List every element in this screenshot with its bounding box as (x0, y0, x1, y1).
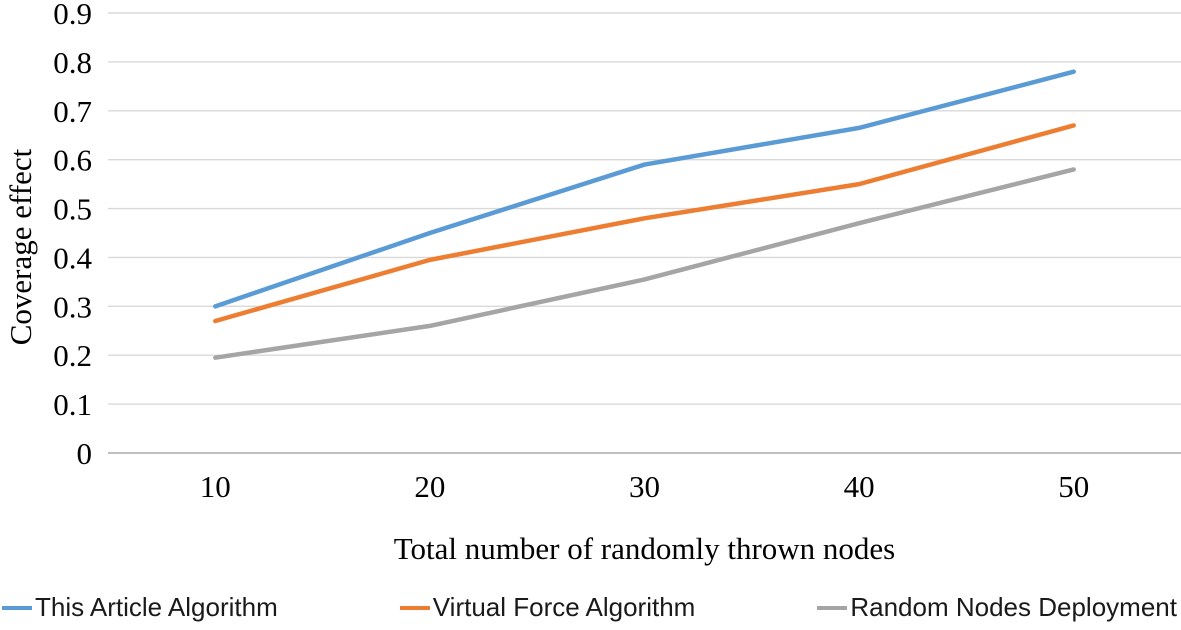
y-tick-label: 0.1 (53, 387, 92, 422)
y-tick-label: 0.9 (53, 0, 92, 31)
x-axis-title: Total number of randomly thrown nodes (393, 531, 896, 566)
y-axis-title: Coverage effect (3, 148, 38, 346)
y-tick-label: 0.7 (53, 94, 92, 129)
legend-item-random-nodes-deployment: Random Nodes Deployment (817, 592, 1177, 623)
legend-item-this-article-algorithm: This Article Algorithm (2, 592, 278, 623)
y-tick-label: 0.6 (53, 143, 92, 178)
legend-label: Virtual Force Algorithm (432, 592, 696, 622)
x-tick-label: 40 (844, 469, 875, 504)
y-tick-label: 0 (77, 436, 93, 471)
legend-label: Random Nodes Deployment (850, 592, 1177, 622)
x-tick-label: 10 (200, 469, 231, 504)
series-line-random-nodes-deployment (213, 167, 1076, 360)
legend-item-virtual-force-algorithm: Virtual Force Algorithm (399, 592, 696, 623)
legend-label: This Article Algorithm (35, 592, 278, 622)
series-line-this-article-algorithm (213, 69, 1076, 309)
legend-swatch-blue-line-icon (2, 605, 32, 610)
y-tick-label: 0.2 (53, 338, 92, 373)
y-tick-label: 0.3 (53, 289, 92, 324)
legend-swatch-gray-line-icon (817, 605, 848, 610)
y-tick-label: 0.4 (53, 240, 92, 275)
legend-swatch-orange-line-icon (399, 605, 430, 610)
x-tick-label: 50 (1058, 469, 1089, 504)
series-line-virtual-force-algorithm (213, 123, 1076, 324)
y-tick-label: 0.5 (53, 192, 92, 227)
x-tick-label: 30 (629, 469, 660, 504)
y-tick-label: 0.8 (53, 45, 92, 80)
x-tick-label: 20 (414, 469, 445, 504)
legend: This Article Algorithm Virtual Force Alg… (2, 592, 1177, 623)
